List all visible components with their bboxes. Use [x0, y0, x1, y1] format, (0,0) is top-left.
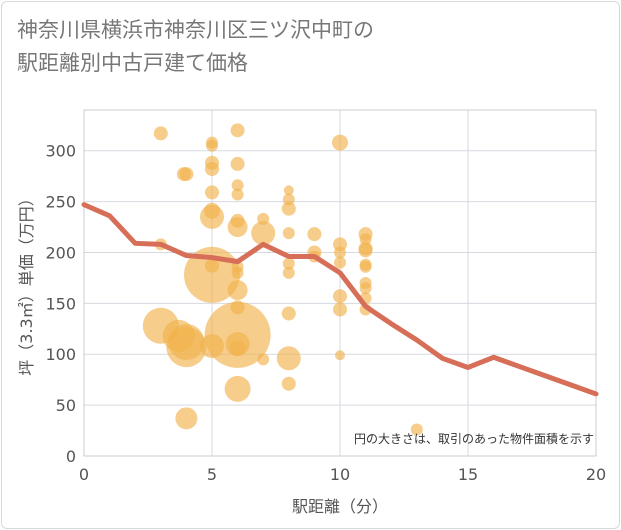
- y-axis-title: 坪（3.3㎡）単価（万円）: [17, 190, 36, 375]
- bubble-15: [200, 204, 224, 229]
- x-tick-labels: 0 5 10 15 20: [79, 465, 606, 484]
- x-tick-1: 5: [207, 465, 217, 484]
- trend-line: [81, 202, 599, 397]
- bubble-8: [175, 407, 198, 430]
- bubble-41: [282, 266, 295, 279]
- bubble-65: [410, 423, 423, 436]
- bubble-51: [334, 256, 346, 269]
- bubble-38: [281, 201, 296, 216]
- y-tick-6: 300: [45, 142, 76, 161]
- bubble-48: [332, 134, 348, 151]
- x-tick-4: 20: [586, 465, 606, 484]
- bubble-50: [334, 246, 346, 259]
- bubble-36: [283, 185, 294, 196]
- y-tick-5: 250: [45, 193, 76, 212]
- bubble-34: [251, 221, 276, 246]
- chart-title-line-2: 駅距離別中古戸建て価格: [17, 51, 248, 75]
- chart-title: 神奈川県横浜市神奈川区三ツ沢中町の 駅距離別中古戸建て価格: [17, 14, 577, 80]
- bubble-27: [227, 280, 248, 301]
- x-tick-2: 10: [330, 465, 350, 484]
- x-tick-3: 15: [458, 465, 478, 484]
- bubble-26: [231, 266, 244, 279]
- bubble-12: [205, 162, 219, 177]
- size-note: 円の大きさは、取引のあった物件面積を示す: [354, 431, 594, 446]
- y-tick-labels: 0 50 100 150 200 250 300: [45, 142, 76, 466]
- bubble-5: [179, 167, 194, 182]
- y-tick-4: 200: [45, 243, 76, 262]
- bubbles: [142, 123, 423, 436]
- y-tick-0: 0: [66, 447, 76, 466]
- bubble-52: [333, 289, 347, 304]
- y-tick-2: 100: [45, 345, 76, 364]
- y-tick-3: 150: [45, 294, 76, 313]
- bubble-31: [229, 340, 246, 357]
- x-axis-title: 駅距離（分）: [292, 497, 388, 516]
- bubble-22: [231, 188, 244, 201]
- bubble-13: [205, 185, 219, 200]
- bubble-21: [231, 179, 244, 192]
- bubble-43: [276, 346, 301, 371]
- bubble-44: [281, 376, 296, 391]
- bubble-54: [335, 350, 345, 361]
- bubble-40: [282, 257, 295, 270]
- bubble-58: [358, 243, 373, 258]
- plot-border: [83, 109, 597, 457]
- y-tick-1: 50: [56, 396, 76, 415]
- bubble-35: [257, 353, 270, 366]
- bubble-0: [153, 126, 168, 141]
- bubble-19: [230, 123, 245, 138]
- bubble-62: [359, 282, 372, 295]
- bubble-39: [282, 227, 295, 240]
- bubble-24: [227, 217, 248, 238]
- bubble-42: [281, 306, 296, 321]
- chart-title-line-1: 神奈川県横浜市神奈川区三ツ沢中町の: [17, 18, 374, 42]
- bubble-60: [359, 260, 372, 273]
- bubble-7: [166, 327, 207, 368]
- bubble-53: [333, 302, 347, 317]
- bubble-32: [224, 375, 251, 402]
- bubble-45: [307, 227, 322, 242]
- bubble-10: [206, 139, 218, 152]
- x-tick-0: 0: [79, 465, 89, 484]
- bubble-20: [230, 156, 245, 171]
- grid-lines: [83, 110, 597, 457]
